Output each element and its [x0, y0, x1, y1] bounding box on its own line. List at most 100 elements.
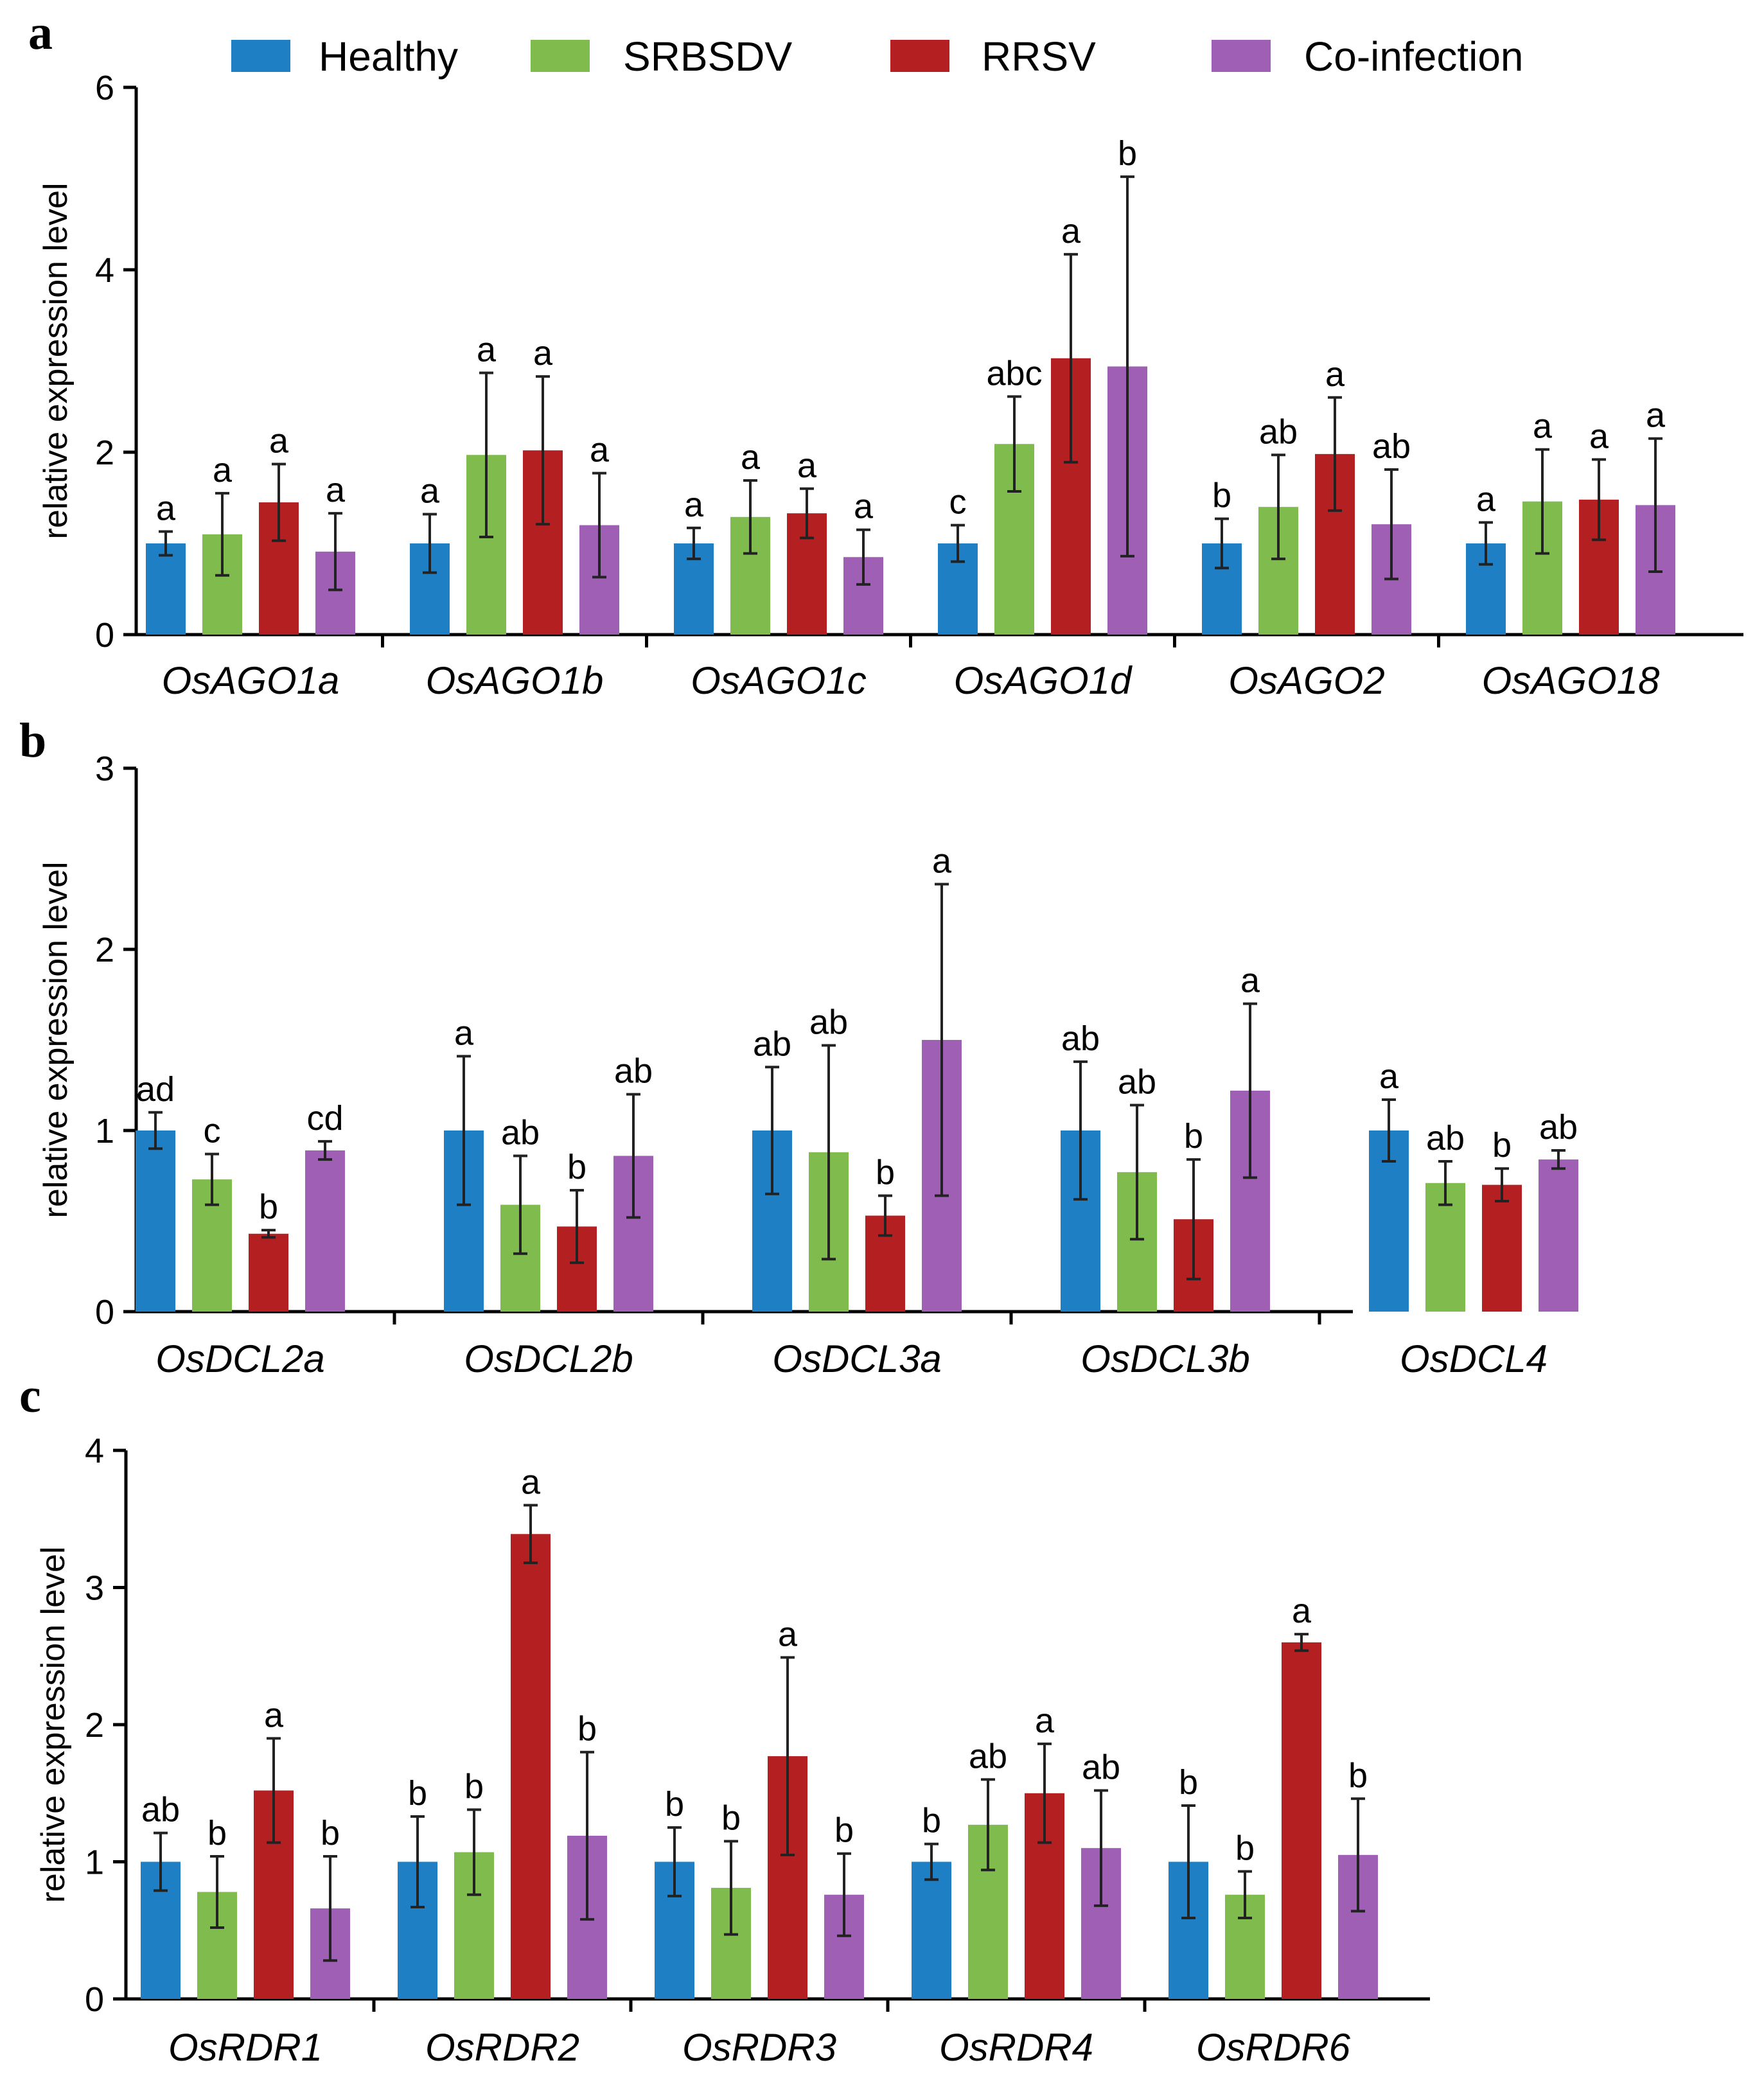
- significance-label-osdcl4-healthy: a: [1379, 1057, 1399, 1096]
- significance-label-osdcl3b-healthy: ab: [1061, 1019, 1100, 1058]
- significance-label-osago18-srbsdv: a: [1533, 407, 1553, 446]
- y-tick-label-b-0: 0: [95, 1293, 114, 1332]
- category-label-osago18: OsAGO18: [1482, 659, 1660, 702]
- bar-osrdr2-rrsv: [511, 1534, 551, 1999]
- legend-label-srbsdv: SRBSDV: [623, 33, 793, 80]
- bar-osdcl2a-healthy: [136, 1130, 175, 1312]
- category-label-osdcl3b: OsDCL3b: [1080, 1337, 1249, 1380]
- significance-label-osago1d-healthy: c: [949, 483, 967, 522]
- category-label-osago1d: OsAGO1d: [954, 659, 1133, 702]
- significance-label-osago1a-rrsv: a: [269, 421, 289, 460]
- category-label-osago1b: OsAGO1b: [426, 659, 604, 702]
- significance-label-osrdr1-healthy: ab: [141, 1791, 180, 1829]
- legend-label-healthy: Healthy: [319, 33, 458, 80]
- category-label-osdcl2b: OsDCL2b: [464, 1337, 633, 1380]
- y-tick-label-b-2: 2: [95, 931, 114, 969]
- significance-label-osago1c-healthy: a: [684, 486, 704, 524]
- significance-label-osdcl3b-co-infection: a: [1240, 962, 1260, 1000]
- significance-label-osrdr1-rrsv: a: [264, 1696, 284, 1734]
- bar-osdcl4-co-infection: [1539, 1159, 1578, 1312]
- bar-osrdr6-rrsv: [1282, 1642, 1321, 1999]
- significance-label-osago1d-rrsv: a: [1061, 212, 1081, 251]
- significance-label-osdcl2b-srbsdv: ab: [501, 1113, 540, 1152]
- significance-label-osrdr6-srbsdv: b: [1235, 1829, 1255, 1867]
- category-label-osdcl3a: OsDCL3a: [772, 1337, 941, 1380]
- legend-swatch-rrsv: [890, 40, 949, 72]
- significance-label-osdcl2b-rrsv: b: [567, 1148, 587, 1186]
- significance-label-osdcl3a-healthy: ab: [753, 1025, 791, 1063]
- y-tick-label-c-0: 0: [85, 1980, 104, 2019]
- category-label-osrdr3: OsRDR3: [682, 2026, 836, 2069]
- significance-label-osrdr1-srbsdv: b: [207, 1814, 227, 1852]
- y-tick-label-c-1: 1: [85, 1843, 104, 1882]
- y-axis-label-c: relative expression level: [35, 1547, 72, 1903]
- category-label-osrdr1: OsRDR1: [168, 2026, 322, 2069]
- bar-osago1a-healthy: [146, 543, 186, 635]
- y-tick-label-c-4: 4: [85, 1432, 104, 1470]
- significance-label-osdcl3a-rrsv: b: [876, 1154, 895, 1192]
- significance-label-osago2-healthy: b: [1212, 477, 1231, 515]
- category-label-osdcl4: OsDCL4: [1400, 1337, 1548, 1380]
- y-tick-label-a-4: 4: [95, 251, 114, 290]
- significance-label-osrdr4-rrsv: a: [1035, 1702, 1055, 1740]
- significance-label-osrdr4-srbsdv: ab: [969, 1737, 1007, 1775]
- significance-label-osdcl2a-healthy: ad: [136, 1070, 175, 1109]
- significance-label-osrdr6-co-infection: b: [1348, 1756, 1368, 1795]
- y-tick-label-a-2: 2: [95, 434, 114, 472]
- y-tick-label-a-6: 6: [95, 69, 114, 107]
- bar-osdcl2a-co-infection: [305, 1150, 345, 1312]
- significance-label-osrdr3-healthy: b: [665, 1785, 684, 1824]
- significance-label-osdcl2b-healthy: a: [454, 1014, 474, 1052]
- significance-label-osrdr2-rrsv: a: [521, 1463, 541, 1501]
- significance-label-osago2-co-infection: ab: [1372, 427, 1411, 466]
- panel-label-a: a: [28, 6, 53, 60]
- significance-label-osago1a-healthy: a: [156, 489, 176, 528]
- category-label-osago2: OsAGO2: [1228, 659, 1384, 702]
- significance-label-osago1a-co-infection: a: [326, 471, 346, 509]
- significance-label-osrdr3-co-infection: b: [834, 1811, 854, 1850]
- bar-osdcl4-rrsv: [1482, 1184, 1522, 1312]
- category-label-osdcl2a: OsDCL2a: [155, 1337, 324, 1380]
- significance-label-osago1a-srbsdv: a: [213, 451, 233, 489]
- significance-label-osdcl3b-rrsv: b: [1184, 1117, 1203, 1156]
- legend-swatch-srbsdv: [531, 40, 590, 72]
- significance-label-osdcl4-co-infection: ab: [1539, 1108, 1578, 1147]
- significance-label-osdcl4-srbsdv: ab: [1426, 1119, 1465, 1157]
- category-label-osago1a: OsAGO1a: [162, 659, 340, 702]
- significance-label-osago1b-rrsv: a: [533, 334, 553, 373]
- significance-label-osago1b-healthy: a: [420, 472, 440, 511]
- significance-label-osdcl2a-srbsdv: c: [204, 1112, 221, 1150]
- bar-osrdr4-healthy: [912, 1861, 951, 1999]
- significance-label-osago18-rrsv: a: [1589, 417, 1609, 455]
- legend: Healthy SRBSDV RRSV Co-infection: [231, 33, 1524, 80]
- significance-label-osrdr3-srbsdv: b: [721, 1799, 741, 1837]
- significance-label-osago1d-srbsdv: abc: [986, 354, 1042, 392]
- significance-label-osrdr2-co-infection: b: [578, 1710, 597, 1748]
- significance-label-osago1c-co-infection: a: [854, 488, 874, 526]
- category-label-osrdr4: OsRDR4: [939, 2026, 1093, 2069]
- y-axis-label-a: relative expression level: [37, 183, 75, 540]
- significance-label-osdcl4-rrsv: b: [1492, 1126, 1512, 1165]
- significance-label-osrdr2-healthy: b: [408, 1774, 427, 1813]
- significance-label-osago18-healthy: a: [1476, 480, 1496, 518]
- bar-osdcl2a-rrsv: [249, 1233, 288, 1312]
- category-label-osrdr2: OsRDR2: [425, 2026, 579, 2069]
- significance-label-osago1c-rrsv: a: [797, 446, 817, 485]
- y-tick-label-b-3: 3: [95, 750, 114, 788]
- panel-label-c: c: [19, 1369, 41, 1423]
- significance-label-osago1d-co-infection: b: [1118, 134, 1137, 173]
- significance-label-osdcl3a-srbsdv: ab: [809, 1003, 848, 1041]
- significance-label-osrdr1-co-infection: b: [321, 1814, 340, 1852]
- significance-label-osrdr6-healthy: b: [1179, 1763, 1198, 1802]
- legend-label-coinfection: Co-infection: [1304, 33, 1524, 80]
- significance-label-osrdr3-rrsv: a: [778, 1615, 798, 1653]
- significance-label-osrdr4-healthy: b: [922, 1802, 941, 1840]
- y-axis-label-b: relative expression level: [37, 862, 75, 1218]
- significance-label-osago18-co-infection: a: [1646, 396, 1666, 435]
- significance-label-osago1b-srbsdv: a: [477, 330, 497, 369]
- significance-label-osrdr2-srbsdv: b: [464, 1767, 484, 1806]
- significance-label-osrdr6-rrsv: a: [1292, 1592, 1312, 1630]
- significance-label-osdcl2a-co-infection: cd: [306, 1099, 343, 1138]
